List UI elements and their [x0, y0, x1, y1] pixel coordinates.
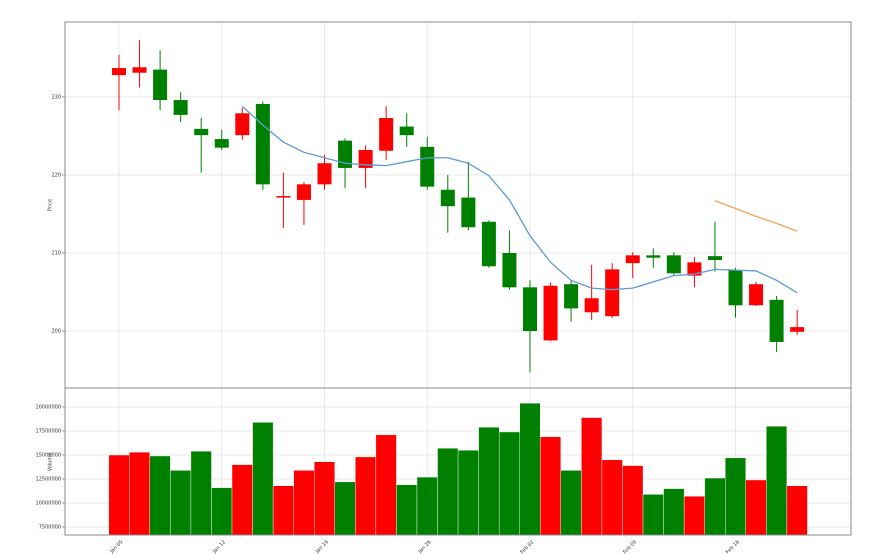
volume-bar	[725, 457, 746, 536]
volume-bar	[581, 417, 603, 536]
candle-body	[194, 128, 209, 136]
volume-bar	[272, 485, 294, 536]
candle-body	[523, 287, 537, 332]
volume-bar	[375, 434, 397, 536]
volume-bar	[211, 487, 233, 536]
x-tick-label: Jan 19	[314, 539, 330, 555]
volume-bar	[519, 402, 541, 536]
candle-body	[276, 196, 291, 198]
volume-bar	[622, 465, 644, 536]
candle-body	[420, 146, 435, 187]
candle-body	[358, 149, 373, 168]
candle-body	[379, 117, 394, 151]
candle-body	[687, 262, 702, 276]
y-tick-label: 10000000	[36, 501, 61, 507]
y-tick-label: 7500000	[39, 525, 61, 531]
candle-body	[564, 284, 579, 309]
x-tick-label: Jan 05	[108, 539, 124, 555]
candle-body	[338, 140, 353, 168]
candle-body	[255, 103, 270, 185]
x-tick-label: Feb 16	[725, 539, 741, 555]
candle-body	[502, 252, 517, 288]
y-tick-label: 15000000	[36, 453, 61, 459]
candle-body	[214, 139, 229, 148]
candle-body	[666, 255, 681, 274]
volume-bar	[498, 431, 520, 536]
volume-bar	[642, 494, 664, 536]
moving-average-line	[714, 200, 798, 232]
y-tick-label: 200	[51, 329, 61, 335]
x-tick-label: Feb 09	[622, 539, 638, 555]
x-tick-label: Jan 26	[417, 539, 433, 555]
volume-bar	[416, 476, 438, 536]
volume-bar	[704, 477, 726, 536]
volume-bar	[149, 455, 171, 536]
volume-bar	[601, 459, 623, 536]
volume-bar	[683, 496, 705, 536]
y-tick-label: 17500000	[36, 429, 61, 435]
volume-bar	[129, 451, 151, 536]
candle-body	[749, 284, 764, 306]
candle-body	[317, 163, 332, 185]
plot-frame	[64, 387, 852, 536]
x-tick-label: Feb 02	[519, 539, 535, 555]
volume-bar	[766, 426, 788, 536]
volume-bar	[457, 450, 479, 536]
candle-body	[646, 255, 661, 258]
candle-body	[440, 189, 455, 207]
plot-frame	[64, 21, 852, 389]
candle-body	[461, 197, 476, 228]
volume-bar	[786, 485, 808, 536]
volume-bar	[252, 422, 274, 536]
candle-body	[481, 221, 496, 267]
volume-bar	[478, 426, 500, 536]
candle-body	[625, 255, 640, 264]
y-axis-label: Price	[48, 199, 54, 211]
candle-body	[132, 67, 147, 73]
candle-body	[235, 113, 250, 136]
moving-average-line	[241, 105, 798, 294]
volume-bar	[190, 450, 212, 536]
volume-bar	[540, 436, 562, 536]
candle-body	[173, 100, 188, 115]
y-axis-label: Volume	[48, 453, 54, 472]
y-tick-label: 210	[51, 250, 61, 256]
candle-body	[399, 126, 414, 136]
y-tick-label: 12500000	[36, 477, 61, 483]
y-tick-label: 20000000	[36, 405, 61, 411]
volume-bar	[437, 448, 459, 536]
candle-body	[790, 327, 805, 332]
candle-body	[112, 68, 126, 76]
volume-bar	[108, 454, 130, 536]
volume-bar	[231, 464, 253, 536]
volume-bar	[334, 481, 356, 536]
candle-body	[707, 256, 722, 261]
volume-bar	[314, 461, 335, 536]
candle-body	[728, 270, 743, 306]
volume-bar	[663, 488, 685, 536]
volume-bar	[745, 479, 767, 536]
y-tick-label: 230	[51, 94, 61, 100]
candle-body	[296, 184, 311, 200]
y-tick-label: 220	[51, 172, 61, 178]
volume-bar	[355, 456, 377, 536]
volume-bar	[396, 484, 418, 536]
candle-body	[584, 298, 599, 313]
x-tick-label: Jan 12	[211, 539, 227, 555]
volume-bar	[293, 470, 315, 536]
volume-bar	[560, 470, 582, 536]
candle-body	[605, 269, 620, 317]
candle-body	[153, 69, 168, 101]
candle-body	[769, 299, 784, 342]
candle-body	[543, 285, 558, 341]
volume-bar	[170, 470, 192, 536]
